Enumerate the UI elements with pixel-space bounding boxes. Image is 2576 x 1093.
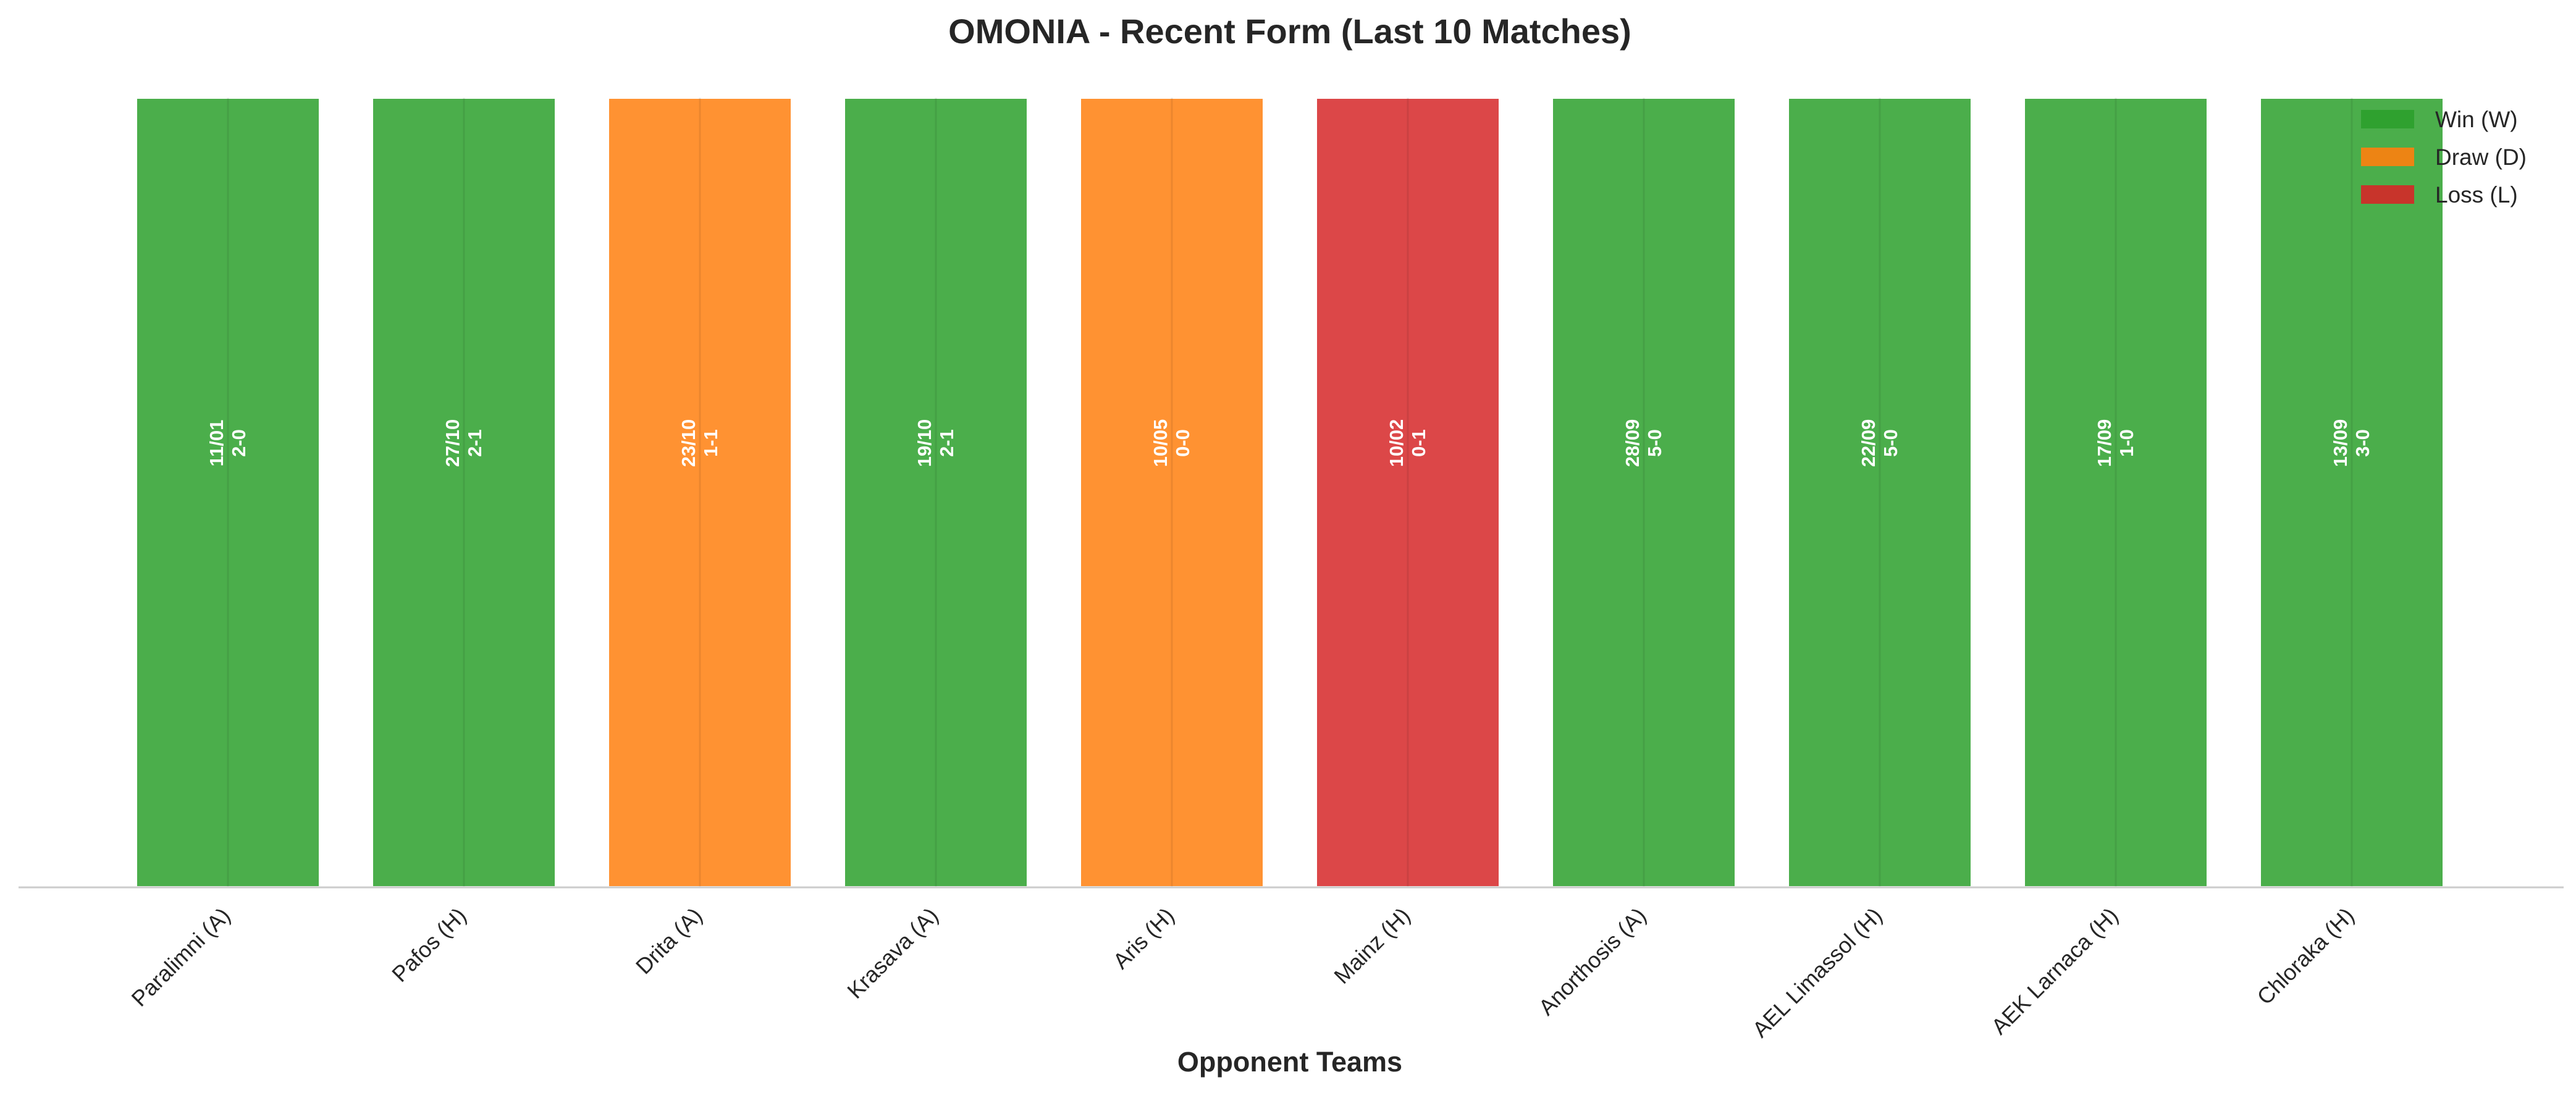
bar-1 [135, 96, 321, 889]
bar-score-1: 2-0 [228, 429, 250, 457]
legend-label-w: Win (W) [2435, 107, 2518, 132]
legend-swatch-l [2361, 185, 2414, 204]
bar-label-5: 10/050-0 [1150, 419, 1193, 467]
x-tick-labels: Paralimni (A) Pafos (H) Drita (A) Krasava (… [127, 903, 2359, 1042]
bar-date-2: 27/10 [442, 419, 463, 467]
x-tick-7: Anorthosis (A) [1533, 903, 1651, 1020]
bar-score-6: 0-1 [1408, 429, 1429, 457]
bars-group: 11/012-0 27/102-1 23/101-1 19/102-1 10/050-0… [135, 96, 2445, 889]
bar-5 [1079, 96, 1265, 889]
bar-label-6: 10/020-1 [1386, 419, 1429, 467]
bar-label-10: 13/093-0 [2330, 419, 2373, 467]
x-tick-10: Chloraka (H) [2252, 903, 2359, 1010]
legend: Win (W) Draw (D) Loss (L) [2361, 107, 2527, 207]
bar-10 [2258, 96, 2445, 889]
bar-date-1: 11/01 [206, 420, 227, 467]
x-tick-6: Mainz (H) [1329, 903, 1415, 989]
legend-swatch-w [2361, 110, 2414, 128]
x-tick-2: Pafos (H) [387, 903, 471, 987]
bar-date-9: 17/09 [2094, 419, 2115, 467]
bar-score-7: 5-0 [1644, 429, 1665, 457]
bar-score-3: 1-1 [700, 429, 722, 457]
bar-score-9: 1-0 [2116, 429, 2137, 457]
bar-date-5: 10/05 [1150, 419, 1171, 467]
bar-score-10: 3-0 [2352, 429, 2373, 457]
bar-date-8: 22/09 [1858, 419, 1879, 467]
bar-label-8: 22/095-0 [1858, 419, 1901, 467]
legend-label-d: Draw (D) [2435, 144, 2527, 170]
x-tick-1: Paralimni (A) [127, 903, 235, 1011]
bar-2 [371, 96, 557, 889]
bar-score-2: 2-1 [464, 429, 486, 457]
bar-date-3: 23/10 [678, 419, 699, 467]
bar-date-6: 10/02 [1386, 419, 1407, 467]
legend-label-l: Loss (L) [2435, 182, 2518, 207]
bar-6 [1315, 96, 1501, 889]
x-tick-8: AEL Limassol (H) [1748, 903, 1887, 1042]
bar-score-4: 2-1 [936, 429, 958, 457]
x-tick-3: Drita (A) [631, 903, 707, 979]
bar-label-3: 23/101-1 [678, 419, 722, 467]
bar-date-4: 19/10 [914, 419, 935, 467]
chart-title: OMONIA - Recent Form (Last 10 Matches) [948, 12, 1631, 51]
bar-7 [1551, 96, 1737, 889]
x-axis-label: Opponent Teams [1177, 1046, 1402, 1078]
bar-label-4: 19/102-1 [914, 419, 958, 467]
bar-label-7: 28/095-0 [1622, 419, 1665, 467]
bar-date-10: 13/09 [2330, 419, 2351, 467]
legend-swatch-d [2361, 148, 2414, 166]
bar-score-5: 0-0 [1172, 429, 1193, 457]
bar-label-9: 17/091-0 [2094, 419, 2137, 467]
x-tick-9: AEK Larnaca (H) [1986, 903, 2123, 1039]
bar-label-2: 27/102-1 [442, 419, 486, 467]
bar-4 [843, 96, 1029, 889]
x-tick-4: Krasava (A) [842, 903, 943, 1003]
bar-score-8: 5-0 [1880, 429, 1901, 457]
bar-3 [607, 96, 793, 889]
bar-label-1: 11/012-0 [206, 420, 250, 467]
x-tick-5: Aris (H) [1108, 903, 1179, 974]
bar-date-7: 28/09 [1622, 419, 1643, 467]
